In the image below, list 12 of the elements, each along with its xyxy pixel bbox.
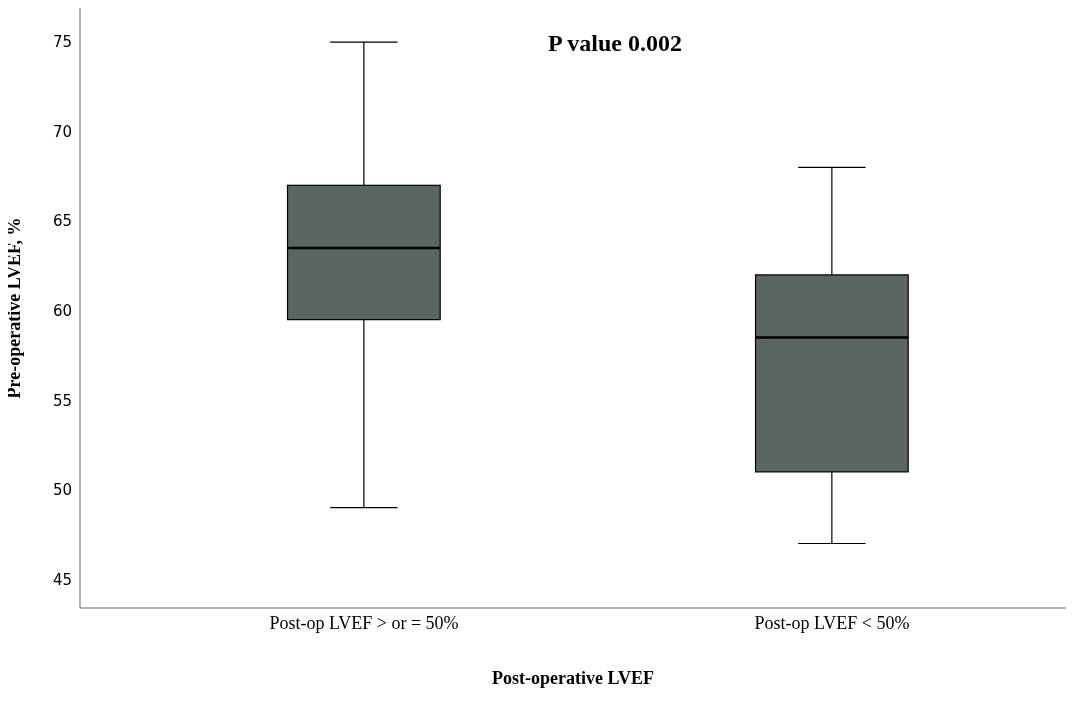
- y-tick-label: 60: [52, 302, 72, 321]
- annotation: P value 0.002: [548, 30, 683, 57]
- y-axis-title: Pre-operative LVEF, %: [4, 217, 25, 399]
- y-tick-label: 55: [52, 391, 72, 410]
- y-tick-label: 75: [52, 33, 72, 52]
- y-tick-label: 70: [52, 122, 72, 141]
- y-tick-label: 50: [52, 481, 72, 500]
- x-axis-title: Post-operative LVEF: [492, 668, 654, 688]
- x-tick-label: Post-op LVEF > or = 50%: [269, 612, 459, 633]
- y-tick-label: 45: [52, 570, 72, 589]
- x-tick-label: Post-op LVEF < 50%: [754, 612, 910, 633]
- y-tick-label: 65: [52, 212, 72, 231]
